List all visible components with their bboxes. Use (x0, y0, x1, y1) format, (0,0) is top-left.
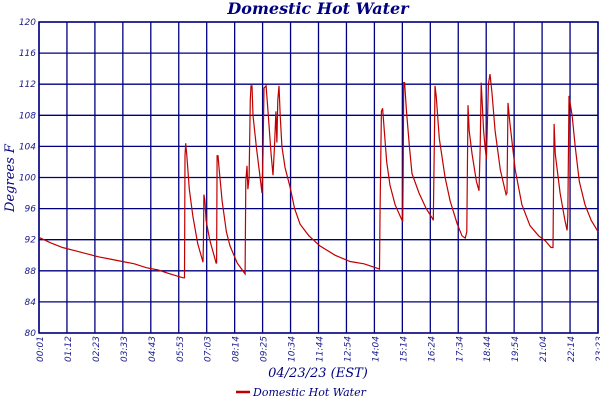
y-tick-label: 104 (19, 142, 36, 152)
y-tick-label: 88 (25, 267, 37, 277)
y-tick-label: 92 (25, 236, 37, 246)
x-tick-label: 18:44 (483, 336, 493, 362)
x-tick-label: 10:34 (288, 336, 298, 362)
x-tick-label: 15:14 (399, 336, 409, 362)
grid (38, 21, 599, 334)
y-tick-label: 108 (19, 111, 36, 121)
x-tick-label: 07:03 (204, 336, 214, 362)
y-axis-label: Degrees F (3, 143, 18, 213)
y-tick-label: 84 (25, 298, 37, 308)
x-tick-labels: 00:01 01:12 02:23 03:33 04:43 05:53 07:03 08:14… (36, 336, 600, 362)
x-tick-label: 05:53 (176, 336, 186, 362)
legend-label: Domestic Hot Water (252, 386, 367, 399)
x-tick-label: 04:43 (148, 336, 158, 362)
x-tick-label: 08:14 (232, 336, 242, 362)
plot-frame (38, 21, 599, 334)
legend: Domestic Hot Water (236, 386, 367, 399)
x-tick-label: 21:04 (539, 336, 549, 362)
x-tick-label: 19:54 (511, 336, 521, 362)
x-tick-label: 22:14 (567, 336, 577, 362)
chart-title: Domestic Hot Water (226, 0, 410, 18)
y-tick-label: 120 (19, 18, 36, 28)
y-tick-label: 96 (25, 205, 37, 215)
x-tick-label: 00:01 (36, 336, 46, 362)
x-tick-label: 12:54 (343, 336, 353, 362)
y-tick-label: 112 (19, 80, 36, 90)
y-tick-label: 116 (19, 49, 36, 59)
y-tick-label: 80 (25, 329, 37, 339)
x-tick-label: 17:34 (455, 336, 465, 362)
x-axis-label: 04/23/23 (EST) (268, 366, 368, 381)
x-tick-label: 16:24 (427, 336, 437, 362)
x-tick-label: 09:25 (260, 336, 270, 362)
x-tick-label: 02:23 (92, 336, 102, 362)
x-tick-label: 01:12 (64, 336, 74, 362)
y-tick-labels: 80 84 88 92 96 100 104 108 112 116 120 (19, 18, 36, 339)
x-tick-label: 14:04 (371, 336, 381, 362)
x-tick-label: 03:33 (120, 336, 130, 362)
series-line-domestic-hot-water (38, 74, 599, 279)
y-tick-label: 100 (19, 174, 36, 184)
x-tick-label: 23:23 (595, 336, 600, 362)
x-tick-label: 11:44 (316, 336, 326, 362)
